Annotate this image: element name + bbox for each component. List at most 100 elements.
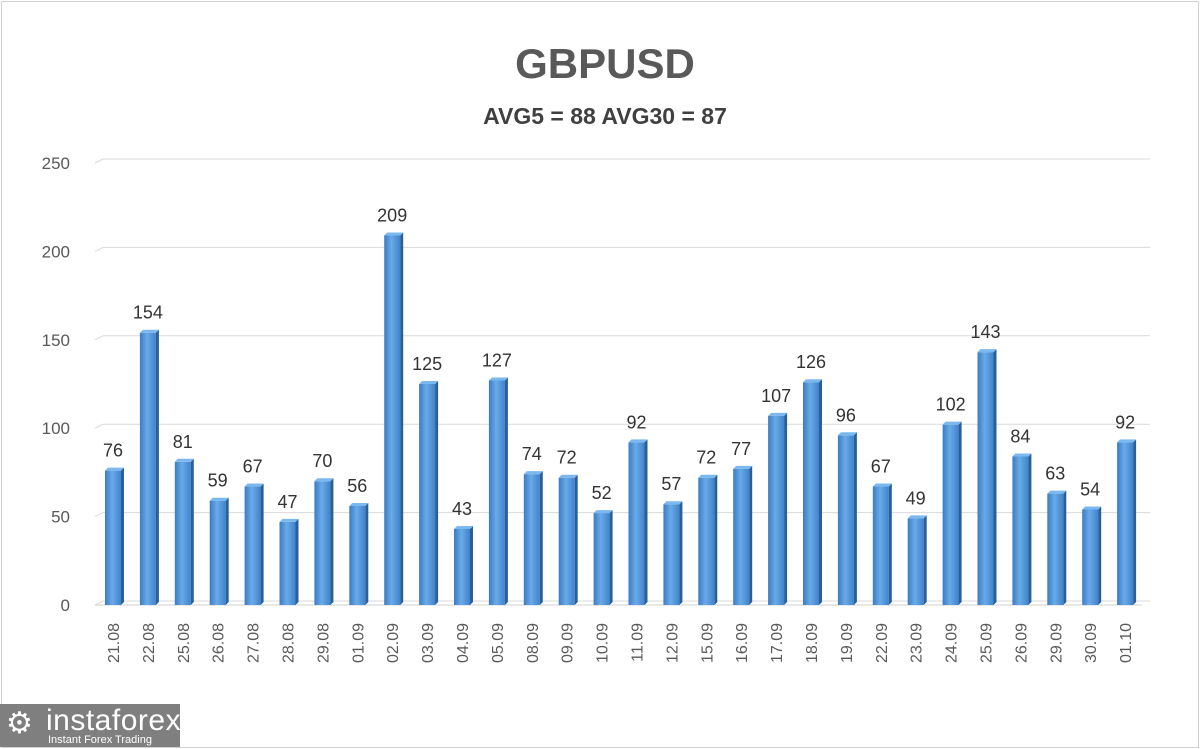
bar	[768, 415, 785, 605]
data-label: 67	[243, 457, 263, 477]
bar	[942, 424, 959, 605]
data-label: 107	[761, 386, 791, 406]
data-label: 84	[1010, 426, 1030, 446]
data-label: 63	[1045, 464, 1065, 484]
bar-side	[888, 483, 892, 605]
bar-side	[295, 518, 299, 605]
gridline-depth	[94, 512, 104, 518]
bar-top	[349, 502, 369, 506]
bar-side	[190, 458, 194, 605]
bar	[663, 504, 680, 605]
data-label: 81	[173, 432, 193, 452]
bar-side	[958, 421, 962, 605]
bar-top	[628, 439, 648, 443]
bar	[593, 513, 610, 605]
bar	[384, 235, 401, 605]
bar-top	[977, 349, 997, 353]
gear-logo-icon: ⚙	[6, 707, 33, 740]
data-label: 102	[936, 395, 966, 415]
x-tick-label: 24.09	[944, 623, 961, 663]
x-tick-label: 29.08	[315, 623, 332, 663]
bar-top	[593, 510, 613, 514]
data-label: 209	[377, 205, 407, 225]
x-tick-label: 18.09	[804, 623, 821, 663]
instaforex-logo: ⚙ instaforex Instant Forex Trading	[0, 704, 182, 747]
x-tick-label: 08.09	[525, 623, 542, 663]
bar-top	[768, 412, 788, 416]
x-tick-label: 02.09	[385, 623, 402, 663]
bar-top	[1012, 453, 1032, 457]
bar-side	[993, 349, 997, 605]
bar-top	[244, 483, 264, 487]
x-tick-label: 25.08	[176, 623, 193, 663]
bar	[419, 384, 436, 605]
y-tick-label: 50	[51, 508, 70, 527]
data-label: 72	[557, 448, 577, 468]
data-label: 143	[970, 322, 1000, 342]
x-tick-label: 01.09	[350, 623, 367, 663]
x-tick-label: 05.09	[490, 623, 507, 663]
x-tick-label: 21.08	[106, 623, 123, 663]
bar	[105, 470, 121, 605]
y-tick-label: 250	[42, 154, 70, 173]
x-tick-label: 26.08	[211, 623, 228, 663]
data-label: 43	[452, 499, 472, 519]
bar	[209, 500, 226, 605]
x-tick-label: 30.09	[1083, 623, 1100, 663]
x-tick-label: 11.09	[630, 623, 647, 662]
bar-side	[679, 501, 683, 605]
data-label: 54	[1080, 480, 1100, 500]
x-tick-label: 26.09	[1013, 623, 1030, 663]
bar-top	[733, 465, 753, 469]
data-label: 74	[522, 444, 542, 464]
bar-side	[819, 379, 822, 605]
bar-top	[872, 483, 892, 487]
bar-side	[923, 515, 927, 605]
bar-top	[942, 421, 962, 425]
bar	[558, 477, 575, 605]
logo-name: instaforex	[46, 704, 182, 737]
x-tick-label: 04.09	[455, 623, 472, 663]
y-tick-label: 0	[61, 596, 70, 615]
bar-side	[609, 510, 613, 605]
bar-top	[139, 329, 159, 333]
bar-top	[907, 515, 927, 519]
bar-top	[523, 471, 543, 475]
bar-side	[225, 497, 229, 605]
bar-side	[155, 329, 159, 605]
bar-top	[279, 518, 299, 522]
bar-top	[454, 525, 473, 529]
gridline-depth	[94, 246, 104, 252]
data-label: 47	[277, 492, 297, 512]
data-label: 67	[871, 457, 891, 477]
bar	[454, 528, 470, 605]
bar-side	[435, 381, 439, 605]
x-tick-label: 17.09	[769, 623, 786, 663]
bar-top	[1047, 490, 1067, 494]
bar-top	[314, 478, 334, 482]
x-tick-label: 29.09	[1048, 623, 1065, 663]
bar-top	[209, 497, 229, 501]
data-label: 96	[836, 405, 856, 425]
bar	[977, 352, 994, 605]
data-label: 154	[133, 303, 163, 323]
bar-side	[400, 232, 404, 605]
bar	[1082, 509, 1099, 605]
bar	[349, 505, 366, 605]
x-tick-label: 19.09	[839, 623, 856, 663]
bar-side	[330, 478, 334, 605]
bar-top	[419, 381, 439, 384]
x-tick-label: 22.09	[874, 623, 891, 663]
bar-top	[174, 458, 194, 462]
bar	[733, 468, 750, 605]
bar	[174, 461, 191, 605]
x-tick-label: 03.09	[420, 623, 437, 663]
bar	[314, 481, 331, 605]
x-tick-label: 23.09	[909, 623, 926, 663]
data-label: 59	[208, 471, 228, 491]
data-label: 127	[482, 350, 512, 370]
bar-top	[1082, 506, 1102, 510]
bar	[1117, 442, 1134, 605]
x-tick-label: 25.09	[979, 623, 996, 663]
